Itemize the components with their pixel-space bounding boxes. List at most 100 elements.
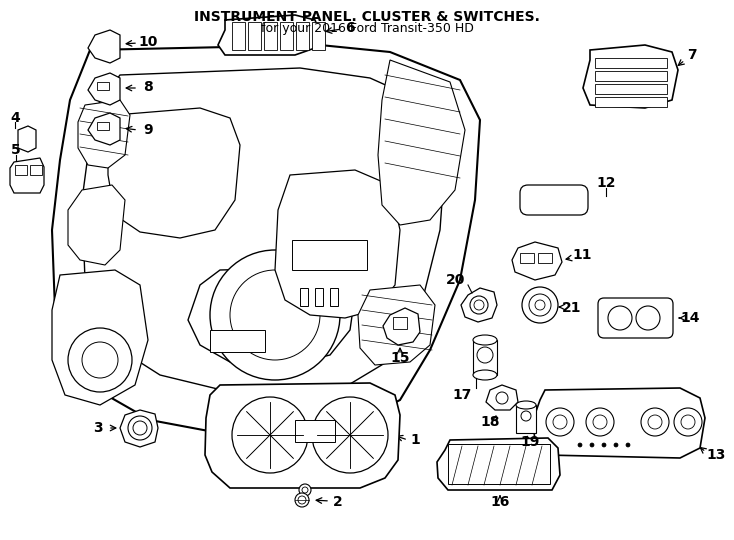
- Text: 2: 2: [333, 495, 343, 509]
- Bar: [280, 22, 293, 50]
- Circle shape: [230, 270, 320, 360]
- Text: 9: 9: [143, 123, 153, 137]
- Bar: [97, 82, 109, 90]
- Bar: [330, 288, 338, 306]
- Bar: [595, 71, 667, 81]
- Text: 19: 19: [520, 435, 539, 449]
- Polygon shape: [512, 242, 562, 280]
- Polygon shape: [88, 113, 120, 145]
- Bar: [516, 405, 536, 433]
- Polygon shape: [358, 285, 435, 365]
- Bar: [393, 317, 407, 329]
- Circle shape: [608, 306, 632, 330]
- Circle shape: [546, 408, 574, 436]
- Polygon shape: [188, 268, 355, 365]
- Polygon shape: [78, 100, 130, 168]
- Circle shape: [496, 392, 508, 404]
- Polygon shape: [583, 45, 678, 108]
- Text: 13: 13: [706, 448, 726, 462]
- Bar: [97, 122, 109, 130]
- Bar: [295, 420, 335, 442]
- Text: 17: 17: [452, 388, 472, 402]
- Bar: [595, 84, 667, 94]
- Circle shape: [626, 443, 630, 447]
- Text: 14: 14: [680, 311, 700, 325]
- Circle shape: [521, 411, 531, 421]
- Polygon shape: [378, 60, 465, 225]
- Bar: [538, 253, 552, 263]
- Circle shape: [535, 300, 545, 310]
- Circle shape: [641, 408, 669, 436]
- Bar: [15, 165, 27, 175]
- Bar: [520, 253, 534, 263]
- Circle shape: [522, 287, 558, 323]
- Bar: [296, 22, 309, 50]
- Text: 16: 16: [490, 495, 509, 509]
- Circle shape: [553, 415, 567, 429]
- Circle shape: [302, 487, 308, 493]
- Circle shape: [82, 342, 118, 378]
- Polygon shape: [108, 108, 240, 238]
- Polygon shape: [18, 126, 36, 152]
- Polygon shape: [218, 15, 320, 55]
- Polygon shape: [68, 185, 125, 265]
- FancyBboxPatch shape: [520, 185, 588, 215]
- Circle shape: [312, 397, 388, 473]
- Polygon shape: [120, 410, 158, 447]
- Bar: [315, 288, 323, 306]
- Polygon shape: [383, 308, 420, 345]
- Text: 7: 7: [687, 48, 697, 62]
- Polygon shape: [88, 73, 120, 105]
- Ellipse shape: [473, 370, 497, 380]
- Polygon shape: [10, 158, 44, 193]
- Bar: [248, 22, 261, 50]
- Circle shape: [648, 415, 662, 429]
- Polygon shape: [461, 288, 497, 322]
- Text: INSTRUMENT PANEL. CLUSTER & SWITCHES.: INSTRUMENT PANEL. CLUSTER & SWITCHES.: [194, 10, 540, 24]
- Text: for your 2016 Ford Transit-350 HD: for your 2016 Ford Transit-350 HD: [261, 22, 473, 35]
- Circle shape: [614, 443, 618, 447]
- Circle shape: [477, 347, 493, 363]
- Circle shape: [133, 421, 147, 435]
- Text: 21: 21: [562, 301, 582, 315]
- Circle shape: [674, 408, 702, 436]
- Text: 15: 15: [390, 351, 410, 365]
- Polygon shape: [275, 170, 400, 318]
- Bar: [264, 22, 277, 50]
- Text: 1: 1: [410, 433, 420, 447]
- Circle shape: [68, 328, 132, 392]
- Bar: [300, 288, 308, 306]
- Polygon shape: [486, 385, 518, 410]
- Text: 11: 11: [573, 248, 592, 262]
- Circle shape: [593, 415, 607, 429]
- Ellipse shape: [516, 401, 536, 409]
- Bar: [448, 444, 550, 484]
- Polygon shape: [437, 438, 560, 490]
- Text: 6: 6: [345, 21, 355, 35]
- Circle shape: [298, 496, 306, 504]
- Bar: [595, 97, 667, 107]
- Polygon shape: [205, 383, 400, 488]
- Circle shape: [210, 250, 340, 380]
- Bar: [292, 240, 367, 270]
- Polygon shape: [52, 45, 480, 435]
- Circle shape: [636, 306, 660, 330]
- Polygon shape: [82, 68, 445, 392]
- Text: 5: 5: [11, 143, 21, 157]
- Circle shape: [295, 493, 309, 507]
- Circle shape: [128, 416, 152, 440]
- Bar: [210, 330, 265, 352]
- Circle shape: [681, 415, 695, 429]
- Polygon shape: [533, 388, 705, 458]
- Polygon shape: [52, 270, 148, 405]
- Circle shape: [602, 443, 606, 447]
- Text: 18: 18: [480, 415, 500, 429]
- Bar: [30, 165, 42, 175]
- Circle shape: [586, 408, 614, 436]
- Bar: [473, 340, 497, 375]
- Text: 4: 4: [10, 111, 20, 125]
- Bar: [595, 58, 667, 68]
- Bar: [232, 22, 245, 50]
- Circle shape: [474, 300, 484, 310]
- Text: 10: 10: [138, 35, 158, 49]
